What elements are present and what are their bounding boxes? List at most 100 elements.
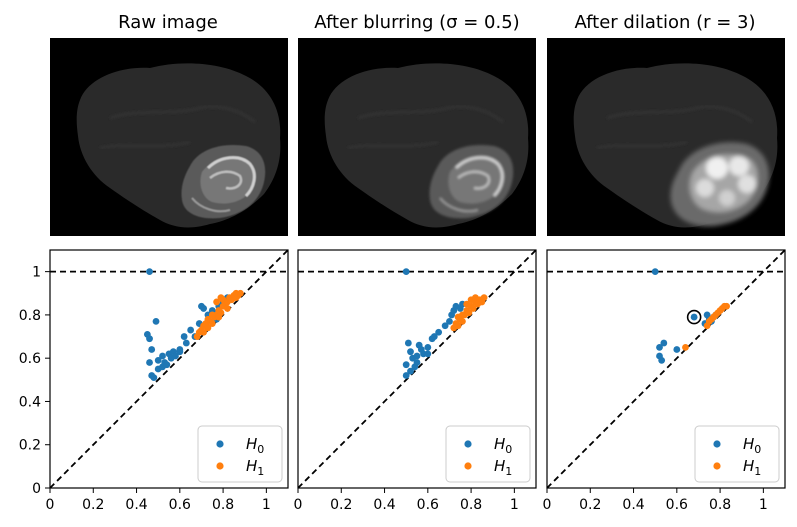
point-H0-18 <box>187 326 195 334</box>
x-tick-label: 0.4 <box>125 497 147 513</box>
point-H1-16 <box>463 300 471 308</box>
x-tick-label: 0.6 <box>666 497 688 513</box>
y-tick-label: 0.8 <box>19 308 41 324</box>
point-H1-14 <box>480 294 488 301</box>
x-tick-label: 0.2 <box>330 497 352 513</box>
y-tick-label: 0.2 <box>19 438 41 454</box>
point-H1-15 <box>224 305 231 312</box>
point-H0-23 <box>413 359 421 366</box>
plot-frame <box>546 249 786 489</box>
series-H1 <box>193 289 244 340</box>
legend-marker-H0 <box>713 440 721 448</box>
series-H1 <box>450 294 488 332</box>
plot-frame <box>49 249 289 489</box>
legend-box <box>694 425 780 483</box>
point-H0-5 <box>146 359 153 366</box>
series-H0 <box>402 268 466 379</box>
panel-title-dilate: After dilation (r = 3) <box>574 12 755 33</box>
point-H1-26 <box>204 315 212 323</box>
panel-title-blur: After blurring (σ = 0.5) <box>314 12 519 33</box>
point-H1-5 <box>208 320 216 327</box>
point-H1-19 <box>472 294 479 301</box>
legend-marker-H0 <box>464 440 472 448</box>
point-H0-17 <box>182 339 190 347</box>
point-H1-10 <box>217 309 225 317</box>
brain-mri-slice-dilated <box>547 38 785 236</box>
point-H1-25 <box>208 311 216 319</box>
point-H1-9 <box>723 302 730 310</box>
tumor-region <box>429 144 514 219</box>
point-H0-0 <box>146 268 153 276</box>
y-tick-label: 1 <box>32 265 41 281</box>
x-tick-label: 0.8 <box>212 497 234 513</box>
x-tick-label: 0.2 <box>579 497 601 513</box>
point-H0-2 <box>660 339 668 347</box>
x-tick-label: 0.2 <box>82 497 104 513</box>
point-H0-0 <box>402 268 410 276</box>
x-tick-label: 1 <box>759 497 768 513</box>
point-H0-16 <box>180 333 188 340</box>
point-H0-7 <box>413 352 421 360</box>
point-H0-2 <box>404 339 412 347</box>
brain-mri-slice-blurred <box>298 38 536 236</box>
point-H0-14 <box>435 328 443 336</box>
x-tick-label: 0.6 <box>169 497 191 513</box>
plot-frame <box>297 249 537 489</box>
tumor-region <box>181 144 266 219</box>
point-H0-5 <box>673 346 681 353</box>
point-H0-1 <box>402 361 410 369</box>
point-H0-32 <box>176 348 184 356</box>
diagonal-line <box>298 250 536 488</box>
x-tick-label: 1 <box>510 497 519 513</box>
highlight-ring <box>686 309 702 325</box>
point-H0-31 <box>172 352 179 360</box>
point-H1-22 <box>237 289 244 297</box>
point-H1-10 <box>705 318 713 325</box>
point-H0-9 <box>154 356 162 364</box>
diagonal-line <box>50 250 288 488</box>
point-H0-7 <box>150 374 158 382</box>
point-H0-4 <box>658 356 666 364</box>
point-H0-24 <box>424 350 432 358</box>
point-H1-0 <box>682 343 689 351</box>
y-tick-label: 0 <box>32 481 41 497</box>
legend-marker-H1 <box>464 462 472 470</box>
x-tick-label: 0 <box>46 497 55 513</box>
brain-mri-slice-raw <box>50 38 288 236</box>
point-H1-7 <box>465 309 473 317</box>
point-H0-29 <box>159 352 166 360</box>
x-tick-label: 0.6 <box>417 497 439 513</box>
point-H1-2 <box>454 322 462 330</box>
legend-marker-H1 <box>713 462 721 470</box>
point-H0-3 <box>407 348 414 356</box>
point-H1-9 <box>469 305 477 312</box>
series-H1 <box>682 302 730 351</box>
point-H1-18 <box>454 313 462 321</box>
x-tick-label: 0.4 <box>622 497 644 513</box>
y-tick-label: 0.6 <box>19 351 41 367</box>
x-tick-label: 0 <box>294 497 303 513</box>
x-tick-label: 1 <box>262 497 271 513</box>
point-H0-3 <box>148 346 156 353</box>
panel-title-raw: Raw image <box>118 12 218 33</box>
point-H0-13 <box>430 333 438 340</box>
legend-box <box>445 425 531 483</box>
point-H1-4 <box>459 318 466 325</box>
legend-box <box>197 425 283 483</box>
point-H0-4 <box>407 367 414 375</box>
point-H0-4 <box>152 318 160 325</box>
point-H0-30 <box>163 361 171 369</box>
legend-marker-H1 <box>216 462 224 470</box>
point-H0-1 <box>656 343 663 351</box>
x-tick-label: 0.4 <box>373 497 395 513</box>
point-H1-29 <box>200 328 208 336</box>
point-H1-24 <box>213 298 221 306</box>
point-H0-0 <box>651 268 659 276</box>
point-H0-16 <box>446 318 453 325</box>
x-tick-label: 0 <box>543 497 552 513</box>
